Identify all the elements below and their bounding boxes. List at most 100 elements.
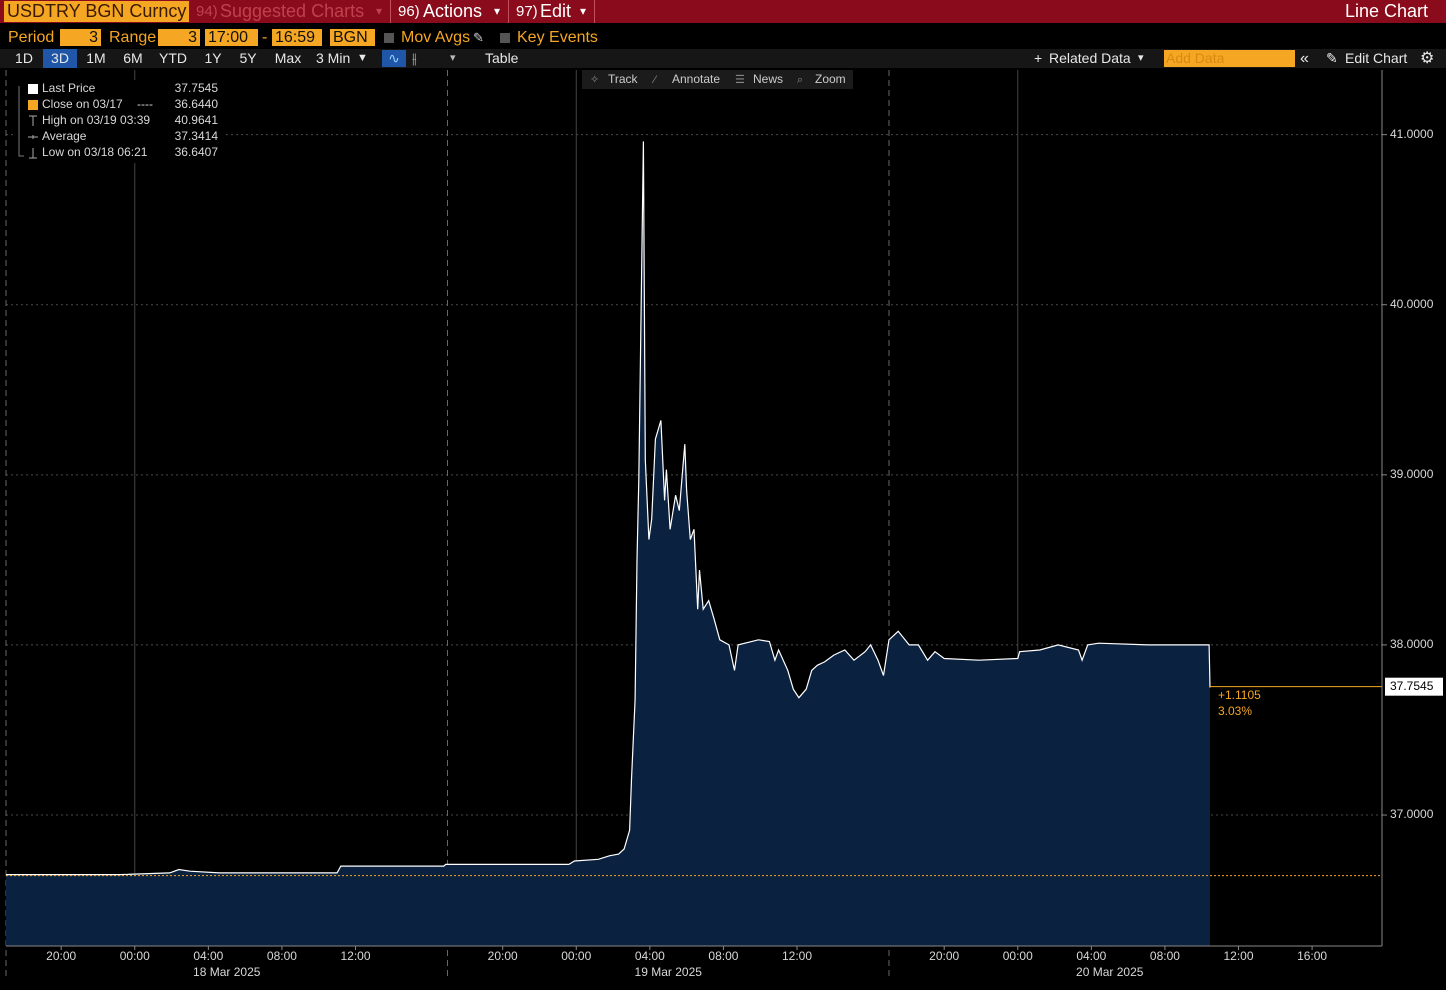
- menu-arrow: ▾: [376, 4, 383, 18]
- range-label: Range: [109, 29, 157, 46]
- related-data[interactable]: Related Data: [1049, 50, 1131, 66]
- period-input[interactable]: 3: [60, 29, 101, 46]
- legend-swatch: [28, 84, 38, 94]
- menu-arrow: ▾: [580, 4, 587, 18]
- line-icon[interactable]: ∿: [382, 50, 406, 67]
- date-label: 20 Mar 2025: [1076, 965, 1144, 979]
- x-tick-label: 20:00: [929, 949, 959, 963]
- menu[interactable]: Edit: [540, 1, 572, 21]
- tool-icon: ⁄: [651, 74, 658, 86]
- date-label: 19 Mar 2025: [635, 965, 703, 979]
- x-tick-label: 16:00: [1297, 949, 1327, 963]
- tool-button[interactable]: News: [753, 72, 783, 86]
- end-input[interactable]: 16:59: [272, 29, 322, 46]
- legend-label: Close on 03/17: [42, 97, 123, 111]
- collapse-icon[interactable]: «: [1300, 50, 1309, 67]
- legend-icon: [29, 148, 37, 159]
- period-button[interactable]: 5Y: [239, 50, 257, 66]
- period-button[interactable]: 3D: [43, 49, 77, 68]
- legend: Last Price 37.7545 Close on 03/17 ---- 36.64…: [13, 80, 225, 163]
- separator: [508, 0, 509, 23]
- legend-icon: [29, 115, 37, 126]
- x-tick-label: 00:00: [561, 949, 591, 963]
- key-events[interactable]: Key Events: [517, 29, 598, 46]
- last-price-box: [1385, 677, 1443, 696]
- period-button[interactable]: Max: [274, 50, 302, 66]
- menu-num: 97): [516, 3, 538, 20]
- legend-value: 40.9641: [175, 113, 219, 127]
- y-tick-label: 39.0000: [1390, 467, 1434, 481]
- legend-label: Last Price: [42, 81, 96, 95]
- toolbar: 1D 3D 1M 6M YTD 1Y 5Y Max 3 Min ▼ ∿ ⫲ ▾ …: [0, 49, 1446, 68]
- period-button[interactable]: 1M: [86, 50, 106, 66]
- legend-label: High on 03/19 03:39: [42, 113, 150, 127]
- menu[interactable]: Actions: [423, 1, 483, 21]
- menu-num: 96): [398, 3, 420, 20]
- x-tick-label: 20:00: [46, 949, 76, 963]
- date-label: 18 Mar 2025: [193, 965, 261, 979]
- add-data-input[interactable]: Add Data: [1164, 50, 1295, 67]
- source-input[interactable]: BGN: [330, 29, 375, 46]
- settings-bar: Period 3 Range 3 17:00 - 16:59 BGN Mov A…: [0, 27, 1446, 48]
- tool-icon: ✧: [590, 74, 599, 86]
- x-tick-label: 20:00: [488, 949, 518, 963]
- chart-type: Line Chart: [1344, 1, 1428, 21]
- dropdown-arrow: ▾: [1138, 52, 1144, 64]
- period-button[interactable]: 6M: [123, 50, 143, 66]
- legend-label: Average: [42, 129, 87, 143]
- last-price-label: 37.7545: [1390, 679, 1434, 693]
- y-tick-label: 37.0000: [1390, 807, 1434, 821]
- y-tick-label: 38.0000: [1390, 637, 1434, 651]
- change-label: +1.1105: [1218, 688, 1261, 702]
- change-percent: 3.03%: [1218, 704, 1252, 718]
- x-tick-label: 04:00: [193, 949, 223, 963]
- tool-button[interactable]: Track: [608, 72, 639, 86]
- title-bar: USDTRY BGN Curncy 94) Suggested Charts ▾…: [0, 0, 1446, 23]
- legend-value: 36.6440: [175, 97, 219, 111]
- edit-chart[interactable]: Edit Chart: [1345, 50, 1408, 66]
- menu[interactable]: Suggested Charts: [220, 1, 365, 21]
- tool-button[interactable]: Annotate: [672, 72, 720, 86]
- y-tick-label: 40.0000: [1390, 297, 1434, 311]
- tool-icon: ☰: [735, 74, 745, 86]
- x-tick-label: 12:00: [1223, 949, 1253, 963]
- separator: [390, 0, 391, 23]
- x-tick-label: 08:00: [708, 949, 738, 963]
- mov-avgs[interactable]: Mov Avgs: [401, 29, 471, 46]
- x-tick-label: 00:00: [1003, 949, 1033, 963]
- legend-value: 37.3414: [175, 129, 219, 143]
- legend-value: 36.6407: [175, 145, 219, 159]
- y-tick-label: 41.0000: [1390, 127, 1434, 141]
- table-button[interactable]: Table: [485, 50, 519, 66]
- tool-button[interactable]: Zoom: [815, 72, 846, 86]
- x-tick-label: 00:00: [120, 949, 150, 963]
- pencil-icon[interactable]: ✎: [473, 30, 484, 45]
- period-button[interactable]: 1D: [15, 50, 33, 66]
- x-tick-label: 08:00: [267, 949, 297, 963]
- checkbox[interactable]: [500, 33, 510, 43]
- plus-icon: +: [1034, 50, 1043, 66]
- menu-num: 94): [196, 3, 218, 20]
- checkbox[interactable]: [384, 33, 394, 43]
- bar-icon[interactable]: ⫲: [412, 50, 417, 66]
- ticker[interactable]: USDTRY BGN Curncy: [4, 1, 190, 22]
- period-button[interactable]: 1Y: [204, 50, 222, 66]
- legend-icon: [28, 135, 38, 139]
- start-input[interactable]: 17:00: [205, 29, 258, 46]
- separator: [594, 0, 595, 23]
- separator: -: [262, 29, 268, 46]
- frequency[interactable]: 3 Min: [316, 50, 351, 66]
- legend-value: 37.7545: [175, 81, 219, 95]
- settings-icon[interactable]: ⚙: [1420, 50, 1435, 67]
- range-input[interactable]: 3: [158, 29, 200, 46]
- legend-label: Low on 03/18 06:21: [42, 145, 148, 159]
- dropdown-arrow: ▼: [357, 52, 368, 64]
- tool-icon: ⌕: [797, 74, 803, 86]
- dropdown-arrow[interactable]: ▾: [450, 52, 456, 64]
- period-button[interactable]: YTD: [159, 50, 187, 66]
- legend-bracket: [18, 86, 24, 157]
- line: [6, 141, 1211, 876]
- legend-swatch: [28, 100, 38, 110]
